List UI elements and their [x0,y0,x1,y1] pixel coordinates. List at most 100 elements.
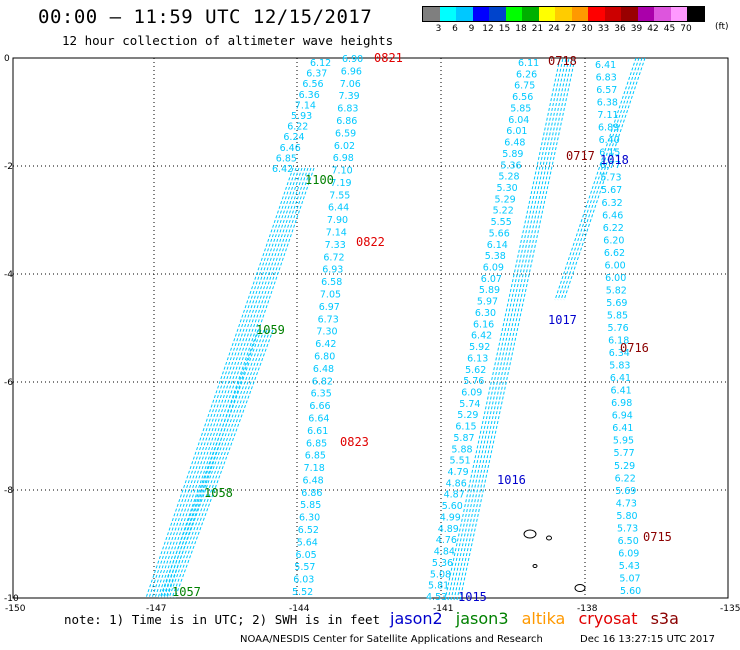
wave-height-value: 6.77 [600,160,621,171]
time-label: 1017 [548,313,577,327]
wave-height-value: 6.09 [483,263,504,274]
wave-height-value: 5.60 [620,586,641,597]
time-label: 0823 [340,435,369,449]
satellite-track-line [145,167,294,599]
satellite-track-line [557,57,640,301]
wave-height-value: 6.01 [506,126,527,137]
wave-height-value: 6.52 [298,525,319,536]
satellite-track-line [154,167,303,599]
scale-label: 3 [435,24,442,34]
scale-label: 24 [548,24,560,34]
wave-height-value: 6.66 [309,401,330,412]
island-outline [574,584,586,592]
wave-height-value: 6.98 [611,398,632,409]
y-axis-label: -2 [4,162,13,172]
wave-height-value: 6.20 [603,235,624,246]
wave-height-value: 6.41 [611,386,632,397]
time-label: 1100 [305,173,334,187]
scale-swatch [571,7,588,21]
wave-height-value: 6.56 [302,79,323,90]
wave-height-value: 5.55 [491,217,512,228]
satellite-s3a: s3a [650,609,679,628]
color-scale-swatches [422,6,705,22]
satellite-track-line [560,57,643,301]
scale-label: 15 [498,24,511,34]
wave-height-value: 7.14 [326,228,347,239]
wave-height-value: 6.42 [315,339,336,350]
wave-height-value: 6.37 [306,69,327,80]
satellite-track-line [459,57,576,601]
satellite-track-line [456,57,573,601]
wave-height-value: 4.99 [440,513,461,524]
wave-height-value: 7.90 [327,215,348,226]
wave-height-value: 5.57 [294,562,315,573]
wave-height-value: 5.73 [600,173,621,184]
wave-height-value: 5.93 [291,111,312,122]
wave-height-value: 6.41 [612,423,633,434]
wave-height-value: 5.87 [453,433,474,444]
wave-height-value: 6.11 [518,58,539,69]
footer-date: Dec 16 13:27:15 UTC 2017 [580,634,715,645]
wave-height-value: 5.43 [619,561,640,572]
wave-height-value: 6.22 [287,122,308,133]
time-label: 1016 [497,473,526,487]
wave-height-value: 6.96 [341,66,362,77]
x-axis-label: -141 [433,604,453,614]
satellite-legend: jason2 jason3 altika cryosat s3a [390,609,687,628]
wave-height-value: 6.42 [272,164,293,175]
wave-height-value: 5.28 [498,172,519,183]
wave-height-value: 5.36 [432,558,453,569]
wave-height-value: 5.29 [457,410,478,421]
wave-height-value: 6.22 [603,223,624,234]
scale-label: 70 [680,24,692,34]
satellite-track-line [151,167,300,599]
time-label: 0718 [548,54,577,68]
scale-label: 27 [564,24,577,34]
wave-height-value: 5.95 [613,436,634,447]
wave-height-value: 5.52 [292,587,313,598]
wave-height-value: 6.09 [461,388,482,399]
wave-height-value: 5.88 [451,444,472,455]
wave-height-value: 7.33 [325,240,346,251]
satellite-track-line [162,329,262,599]
time-label: 1058 [204,486,233,500]
time-label: 0715 [643,530,672,544]
wave-height-value: 6.34 [609,348,630,359]
wave-height-value: 5.73 [617,523,638,534]
wave-height-value: 7.05 [320,290,341,301]
wave-height-value: 5.82 [606,285,627,296]
y-axis-label: -10 [4,594,19,604]
wave-height-value: 6.97 [319,302,340,313]
wave-height-value: 4.53 [426,592,447,603]
wave-height-value: 6.73 [318,314,339,325]
wave-height-value: 5.92 [469,342,490,353]
scale-swatch [456,7,473,21]
scale-swatch [472,7,489,21]
wave-height-value: 5.77 [614,448,635,459]
wave-height-value: 5.51 [450,456,471,467]
wave-height-value: 6.82 [312,376,333,387]
scale-swatch [555,7,572,21]
satellite-track-line [148,167,297,599]
satellite-track-line [447,57,564,601]
wave-height-value: 7.39 [339,91,360,102]
x-axis-label: -150 [5,604,26,614]
color-scale-unit: (ft) [715,22,729,32]
wave-height-value: 6.44 [328,203,349,214]
scale-label: 9 [468,24,475,34]
wave-height-value: 6.12 [310,58,331,69]
satellite-track-line [444,57,561,601]
wave-height-value: 6.59 [335,128,356,139]
wave-height-value: 5.85 [510,103,531,114]
time-label: 0716 [620,341,649,355]
wave-height-value: 5.80 [616,511,637,522]
scale-label: 30 [581,24,593,34]
scale-swatch [621,7,638,21]
wave-height-value: 5.66 [489,228,510,239]
wave-height-value: 7.11 [597,110,618,121]
wave-height-value: 4.86 [446,478,467,489]
island-outline [546,535,552,541]
scale-swatch [604,7,621,21]
wave-height-value: 6.09 [618,548,639,559]
scale-label: 21 [531,24,544,34]
